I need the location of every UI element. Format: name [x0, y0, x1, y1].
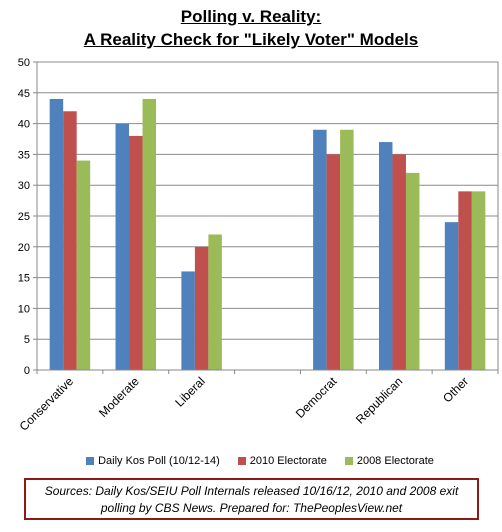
y-tick-label-0: 0	[24, 365, 30, 377]
y-tick-label-35: 35	[18, 149, 30, 161]
bar-republican-series-0	[378, 142, 393, 370]
x-tick-label-other: Other	[440, 374, 471, 405]
x-tick-label-democrat: Democrat	[293, 374, 340, 421]
bar-moderate-series-0	[115, 123, 130, 370]
bar-democrat-series-1	[326, 154, 341, 370]
bar-liberal-series-0	[181, 271, 195, 370]
y-tick-label-20: 20	[18, 242, 30, 254]
bar-other-series-2	[471, 191, 486, 370]
x-tick-label-republican: Republican	[353, 374, 405, 426]
bar-democrat-series-2	[340, 129, 354, 370]
chart-title-line-1: Polling v. Reality:	[180, 7, 322, 26]
y-tick-label-10: 10	[18, 303, 30, 315]
bar-moderate-series-2	[142, 98, 157, 371]
bar-conservative-series-1	[63, 111, 77, 370]
bar-republican-series-2	[405, 172, 420, 370]
x-tick-label-liberal: Liberal	[172, 374, 207, 409]
y-tick-label-50: 50	[18, 57, 30, 69]
y-tick-label-30: 30	[18, 180, 30, 192]
y-tick-label-25: 25	[18, 211, 30, 223]
legend-swatch-2008	[344, 457, 353, 465]
legend-label-daily-kos: Daily Kos Poll (10/12-14)	[98, 455, 220, 467]
y-tick-label-40: 40	[18, 119, 30, 131]
bar-conservative-series-0	[49, 98, 64, 371]
legend: Daily Kos Poll (10/12-14) 2010 Electorat…	[60, 455, 460, 467]
sources-note: Sources: Daily Kos/SEIU Poll Internals r…	[24, 478, 479, 520]
legend-label-2010: 2010 Electorate	[249, 455, 327, 467]
y-tick-label-15: 15	[18, 273, 30, 285]
bar-republican-series-1	[392, 154, 406, 370]
legend-item-daily-kos: Daily Kos Poll (10/12-14)	[86, 455, 220, 467]
legend-label-2008: 2008 Electorate	[356, 455, 434, 467]
bar-chart: 0 5 10 15 20 25 30 35 40 45 50 Conservative Moderate…	[17, 57, 499, 434]
bar-democrat-series-0	[313, 129, 327, 370]
y-tick-label-45: 45	[18, 88, 30, 100]
bar-liberal-series-2	[208, 234, 222, 370]
legend-swatch-daily-kos	[86, 457, 95, 465]
bar-moderate-series-1	[129, 135, 143, 370]
x-tick-label-conservative: Conservative	[17, 374, 77, 434]
x-tick-label-moderate: Moderate	[96, 374, 142, 420]
bar-other-series-1	[458, 191, 472, 370]
chart-title-line-2: A Reality Check for "Likely Voter" Model…	[83, 30, 419, 49]
y-tick-label-5: 5	[24, 334, 30, 346]
bar-other-series-0	[444, 222, 459, 370]
bar-conservative-series-2	[76, 160, 91, 370]
legend-item-2008: 2008 Electorate	[344, 455, 434, 467]
bar-liberal-series-1	[194, 246, 209, 370]
legend-swatch-2010	[237, 457, 246, 465]
legend-item-2010: 2010 Electorate	[237, 455, 327, 467]
